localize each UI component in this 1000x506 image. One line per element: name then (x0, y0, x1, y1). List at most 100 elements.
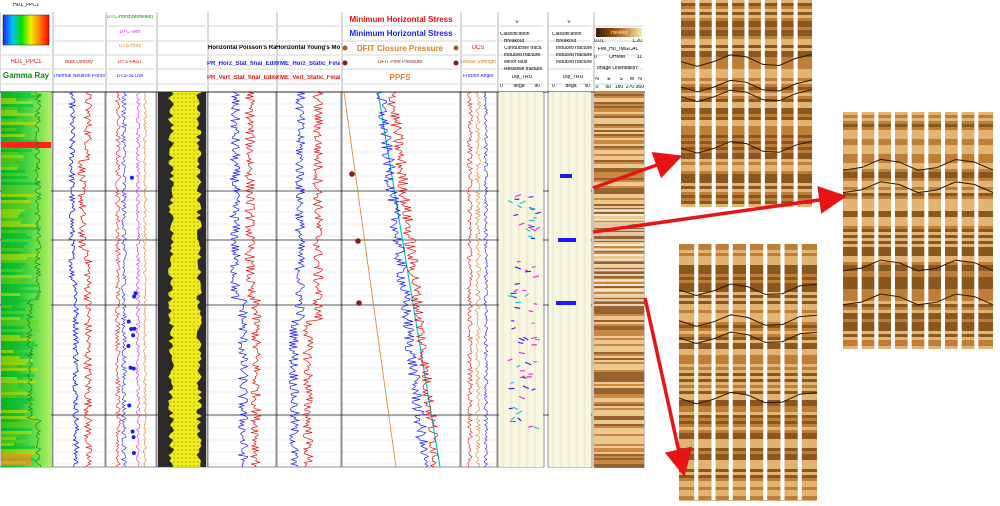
dts-fast-label: DTS-FAST (106, 60, 154, 65)
fmi-band (594, 252, 644, 254)
fmi-band (594, 94, 644, 96)
fmi-band (594, 406, 644, 408)
fmi-band (594, 310, 644, 312)
dfit-legend-dot-left (343, 46, 348, 51)
gamma-band (1, 437, 16, 440)
compass-w: W (629, 77, 635, 82)
gamma-band (1, 209, 25, 212)
image-panel-right-band (843, 202, 993, 205)
fmi-band (594, 262, 644, 264)
fmi-band (594, 196, 644, 198)
gamma-band (1, 446, 35, 449)
fmi-band (594, 390, 644, 392)
image-panel-right-band (843, 139, 993, 142)
gamma-band (1, 221, 21, 224)
gamma-band (1, 326, 23, 329)
gamma-band (1, 218, 23, 221)
fmi-band (594, 350, 644, 352)
fmi-band (594, 138, 644, 140)
fmi-band (594, 308, 644, 310)
gamma-band (1, 377, 17, 380)
dfit-closure-label: DFIT Closure Pressure (350, 45, 450, 53)
fmi-band (594, 400, 644, 402)
t9-induced: Induced fracture (504, 53, 542, 58)
image-panel-right-band (843, 211, 993, 214)
yme-vert-label: YME_Vert_Static_Final (276, 75, 340, 81)
fmi-band (594, 242, 644, 244)
fmi-band (594, 354, 644, 356)
fmi-band (594, 458, 644, 460)
fmi-band (594, 330, 644, 332)
gamma-band (1, 317, 20, 320)
fmi-band (594, 142, 644, 144)
dip-tadpole (525, 271, 531, 272)
fmi-band (594, 296, 644, 298)
fmi-band (594, 256, 644, 258)
gamma-band (1, 245, 24, 248)
hd1-ppc1-label: HD1_PPC1 (2, 59, 50, 65)
gamma-band (1, 359, 33, 362)
fmi-band (594, 192, 644, 194)
fmi-band (594, 134, 644, 136)
image-panel-right-band (843, 130, 993, 133)
image-panel-right-band (843, 226, 993, 229)
fmi-band (594, 316, 644, 318)
fmi-band (594, 190, 644, 192)
dts-fast-curve (116, 92, 121, 467)
fmi-band (594, 104, 644, 106)
track-stress-frame (342, 92, 460, 467)
gamma-band (1, 281, 39, 284)
gamma-band (1, 257, 27, 260)
gamma-band (1, 368, 38, 371)
fmi-band (594, 216, 644, 218)
image-panel-right-band (843, 313, 993, 316)
gamma-band (1, 167, 18, 170)
fmi-band (594, 188, 644, 190)
fmi-band (594, 108, 644, 110)
fmi-band (594, 346, 644, 348)
image-panel-bottom-pad-gap (729, 244, 733, 500)
fmi-band (594, 222, 644, 224)
fmi-band (594, 116, 644, 118)
gamma-band (1, 371, 19, 374)
gamma-band (1, 239, 39, 242)
dip1-background (499, 92, 543, 467)
image-panel-right-band (843, 346, 993, 349)
gamma-band (1, 98, 16, 101)
fmi-band (594, 388, 644, 390)
image-panel-right-band (843, 328, 993, 331)
friction-label: Friction Angle (460, 74, 496, 79)
fmi-band (594, 364, 644, 366)
t9-top-zero: 0 (505, 20, 529, 25)
dip-tadpole (529, 197, 534, 198)
dts-horz-label: DTS-Horz (106, 44, 154, 49)
image-panel-right-band (843, 217, 993, 220)
fmi-band (594, 100, 644, 102)
gamma-band (1, 314, 24, 317)
fmi-band (594, 160, 644, 162)
image-panel-right-band (843, 208, 993, 211)
image-panel-right-pad-gap (891, 112, 895, 349)
ucs-curve (468, 92, 473, 467)
dts-slow-curve (122, 92, 127, 467)
gamma-band (1, 323, 38, 326)
sonic-point (127, 404, 131, 408)
heated-max: 1.20 (628, 39, 642, 44)
gamma-band (1, 197, 26, 200)
ohmm-left: 0 (594, 55, 602, 60)
gamma-band (1, 428, 32, 431)
image-panel-right-band (843, 241, 993, 244)
gamma-band (1, 215, 18, 218)
gamma-band (1, 179, 31, 182)
image-panel-right-band (843, 319, 993, 322)
gamma-band (1, 350, 14, 353)
image-panel-right-band (843, 133, 993, 136)
fmi-band (594, 302, 644, 304)
image-panel-right-band (843, 175, 993, 178)
fmi-band (594, 372, 644, 374)
fmi-band (594, 246, 644, 248)
image-panel-right-band (843, 157, 993, 160)
fmi-band (594, 464, 644, 466)
image-panel-right-band (843, 271, 993, 274)
